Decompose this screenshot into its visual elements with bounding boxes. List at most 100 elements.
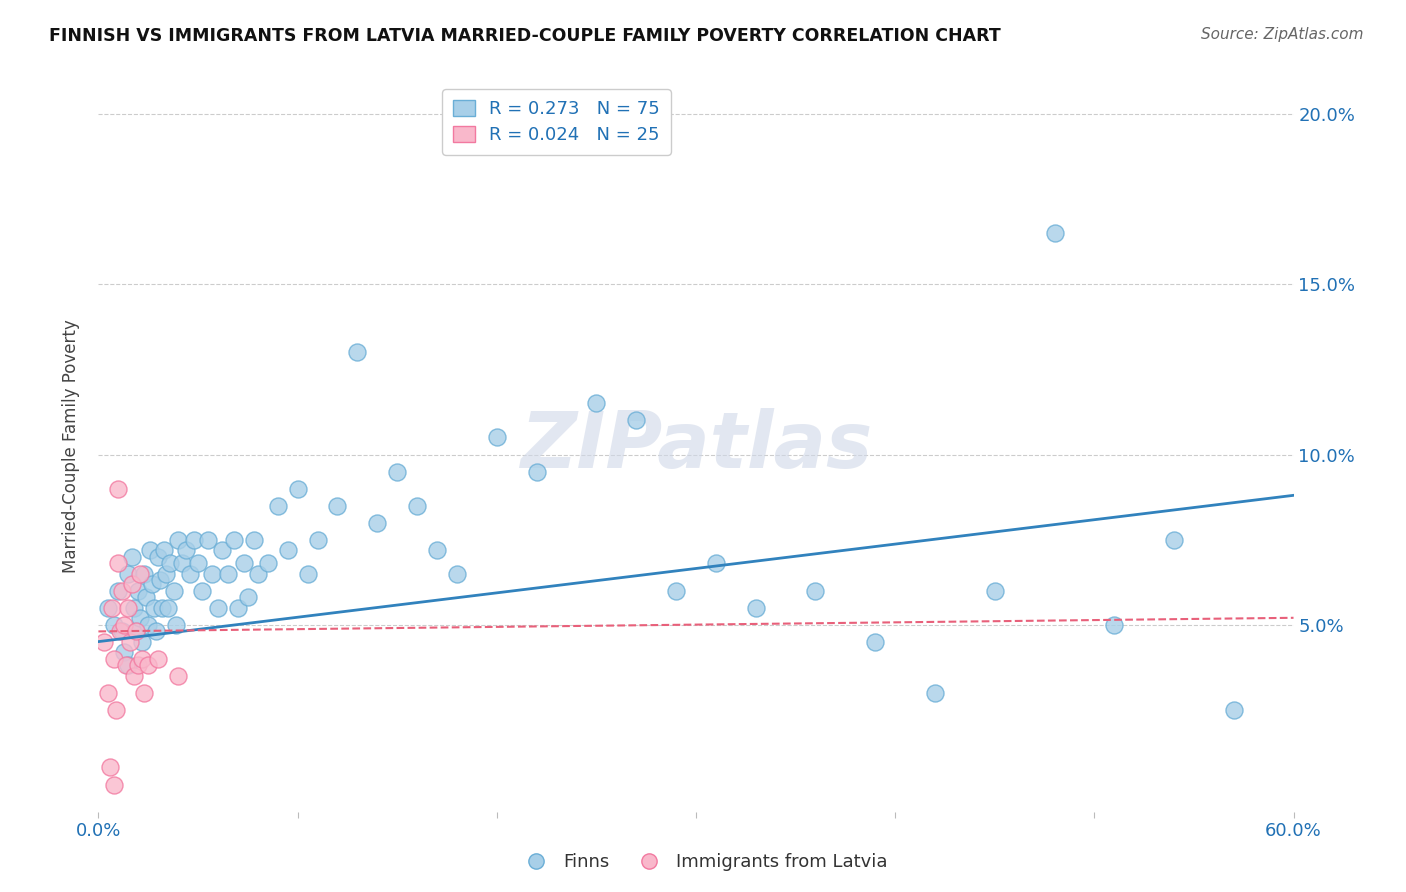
Text: Source: ZipAtlas.com: Source: ZipAtlas.com — [1201, 27, 1364, 42]
Y-axis label: Married-Couple Family Poverty: Married-Couple Family Poverty — [62, 319, 80, 573]
Point — [201, 566, 224, 581]
Point — [1104, 617, 1126, 632]
Point — [236, 591, 259, 605]
Point — [110, 624, 132, 639]
Point — [155, 566, 177, 581]
Point — [246, 566, 269, 581]
Point — [112, 617, 135, 632]
Point — [191, 583, 214, 598]
Point — [131, 634, 153, 648]
Point — [446, 566, 468, 581]
Point — [125, 624, 148, 639]
Point — [167, 533, 190, 547]
Point — [111, 624, 134, 639]
Point — [406, 499, 429, 513]
Point — [127, 583, 149, 598]
Point — [256, 557, 278, 571]
Point — [149, 574, 172, 588]
Point — [117, 600, 139, 615]
Text: FINNISH VS IMMIGRANTS FROM LATVIA MARRIED-COUPLE FAMILY POVERTY CORRELATION CHAR: FINNISH VS IMMIGRANTS FROM LATVIA MARRIE… — [49, 27, 1001, 45]
Point — [103, 777, 125, 791]
Point — [124, 600, 146, 615]
Point — [1043, 227, 1066, 241]
Point — [112, 645, 135, 659]
Point — [136, 658, 159, 673]
Point — [172, 557, 194, 571]
Point — [148, 549, 170, 564]
Point — [159, 557, 181, 571]
Point — [1223, 703, 1246, 717]
Point — [148, 651, 170, 665]
Point — [626, 413, 648, 427]
Point — [267, 499, 290, 513]
Point — [243, 533, 266, 547]
Point — [143, 600, 166, 615]
Point — [103, 617, 125, 632]
Point — [287, 482, 309, 496]
Point — [134, 686, 156, 700]
Point — [167, 668, 190, 682]
Point — [121, 549, 143, 564]
Point — [665, 583, 688, 598]
Point — [426, 542, 449, 557]
Point — [97, 600, 120, 615]
Point — [217, 566, 239, 581]
Point — [232, 557, 254, 571]
Point — [141, 576, 163, 591]
Point — [346, 345, 368, 359]
Point — [326, 499, 349, 513]
Point — [222, 533, 245, 547]
Point — [865, 634, 887, 648]
Text: ZIPatlas: ZIPatlas — [520, 408, 872, 484]
Point — [585, 396, 607, 410]
Point — [135, 591, 157, 605]
Point — [150, 600, 173, 615]
Point — [297, 566, 319, 581]
Point — [93, 634, 115, 648]
Point — [153, 542, 176, 557]
Point — [139, 542, 162, 557]
Point — [98, 760, 122, 774]
Point — [174, 542, 197, 557]
Point — [165, 617, 187, 632]
Point — [984, 583, 1007, 598]
Point — [103, 651, 125, 665]
Point — [97, 686, 120, 700]
Point — [136, 617, 159, 632]
Point — [197, 533, 219, 547]
Point — [131, 651, 153, 665]
Point — [111, 583, 134, 598]
Point — [179, 566, 201, 581]
Point — [101, 600, 124, 615]
Point — [134, 566, 156, 581]
Point — [226, 600, 249, 615]
Point — [183, 533, 205, 547]
Point — [385, 465, 409, 479]
Legend: Finns, Immigrants from Latvia: Finns, Immigrants from Latvia — [510, 847, 896, 879]
Point — [120, 634, 142, 648]
Point — [107, 557, 129, 571]
Point — [127, 658, 149, 673]
Point — [1163, 533, 1185, 547]
Point — [277, 542, 299, 557]
Point — [115, 658, 138, 673]
Point — [107, 583, 129, 598]
Point — [107, 482, 129, 496]
Point — [124, 668, 146, 682]
Point — [307, 533, 329, 547]
Point — [485, 430, 508, 444]
Point — [366, 516, 388, 530]
Point — [924, 686, 946, 700]
Point — [105, 703, 128, 717]
Point — [157, 600, 180, 615]
Point — [163, 583, 186, 598]
Point — [129, 611, 152, 625]
Point — [145, 624, 167, 639]
Point — [211, 542, 233, 557]
Point — [117, 566, 139, 581]
Point — [125, 624, 148, 639]
Point — [745, 600, 768, 615]
Point — [207, 600, 229, 615]
Point — [117, 658, 139, 673]
Point — [804, 583, 827, 598]
